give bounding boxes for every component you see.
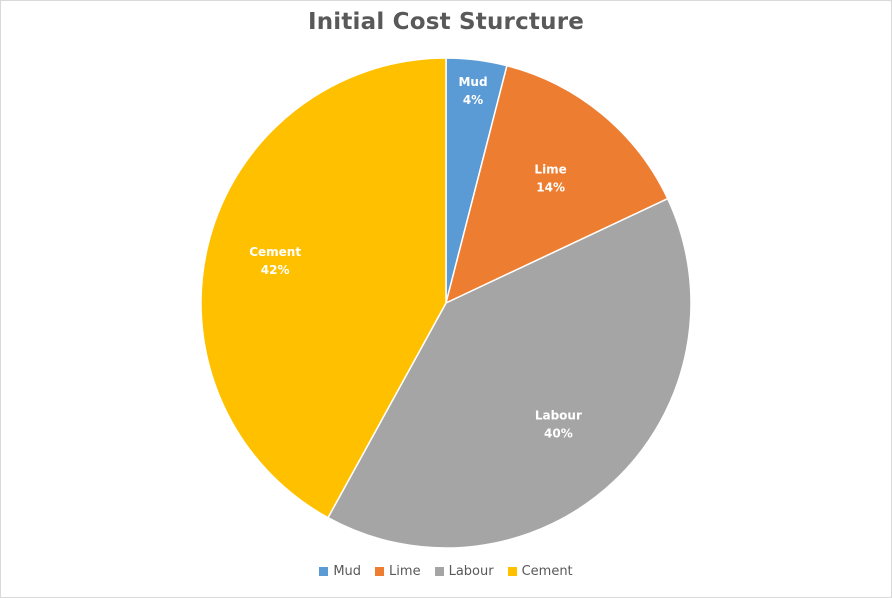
legend-swatch-lime	[375, 567, 385, 576]
chart-legend: Mud Lime Labour Cement	[1, 564, 891, 579]
slice-label-cement: Cement	[249, 245, 301, 259]
slice-value-labour: 40%	[544, 427, 573, 441]
legend-item-mud: Mud	[319, 564, 361, 579]
slice-labels: Mud 4% Lime 14% Labour 40% Cement 42%	[249, 75, 582, 441]
slice-label-lime: Lime	[534, 163, 566, 177]
slice-value-mud: 4%	[463, 93, 483, 107]
legend-label-lime: Lime	[389, 564, 421, 579]
chart-title: Initial Cost Sturcture	[307, 9, 585, 35]
pie-slice-cement	[200, 57, 447, 519]
legend-swatch-labour	[434, 567, 444, 576]
legend-label-labour: Labour	[448, 564, 494, 579]
slice-value-cement: 42%	[261, 263, 290, 277]
slice-label-labour: Labour	[535, 409, 582, 423]
slice-value-lime: 14%	[536, 181, 565, 195]
pie-slices	[200, 57, 692, 549]
pie-slice-labour	[326, 197, 692, 549]
legend-swatch-mud	[319, 567, 329, 576]
legend-item-cement: Cement	[507, 564, 573, 579]
legend-label-cement: Cement	[521, 564, 573, 579]
slice-label-mud: Mud	[458, 75, 487, 89]
pie-slice-lime	[444, 64, 669, 305]
legend-label-mud: Mud	[333, 564, 362, 579]
legend-item-lime: Lime	[375, 564, 421, 579]
legend-item-labour: Labour	[434, 564, 494, 579]
legend-swatch-cement	[507, 567, 517, 576]
